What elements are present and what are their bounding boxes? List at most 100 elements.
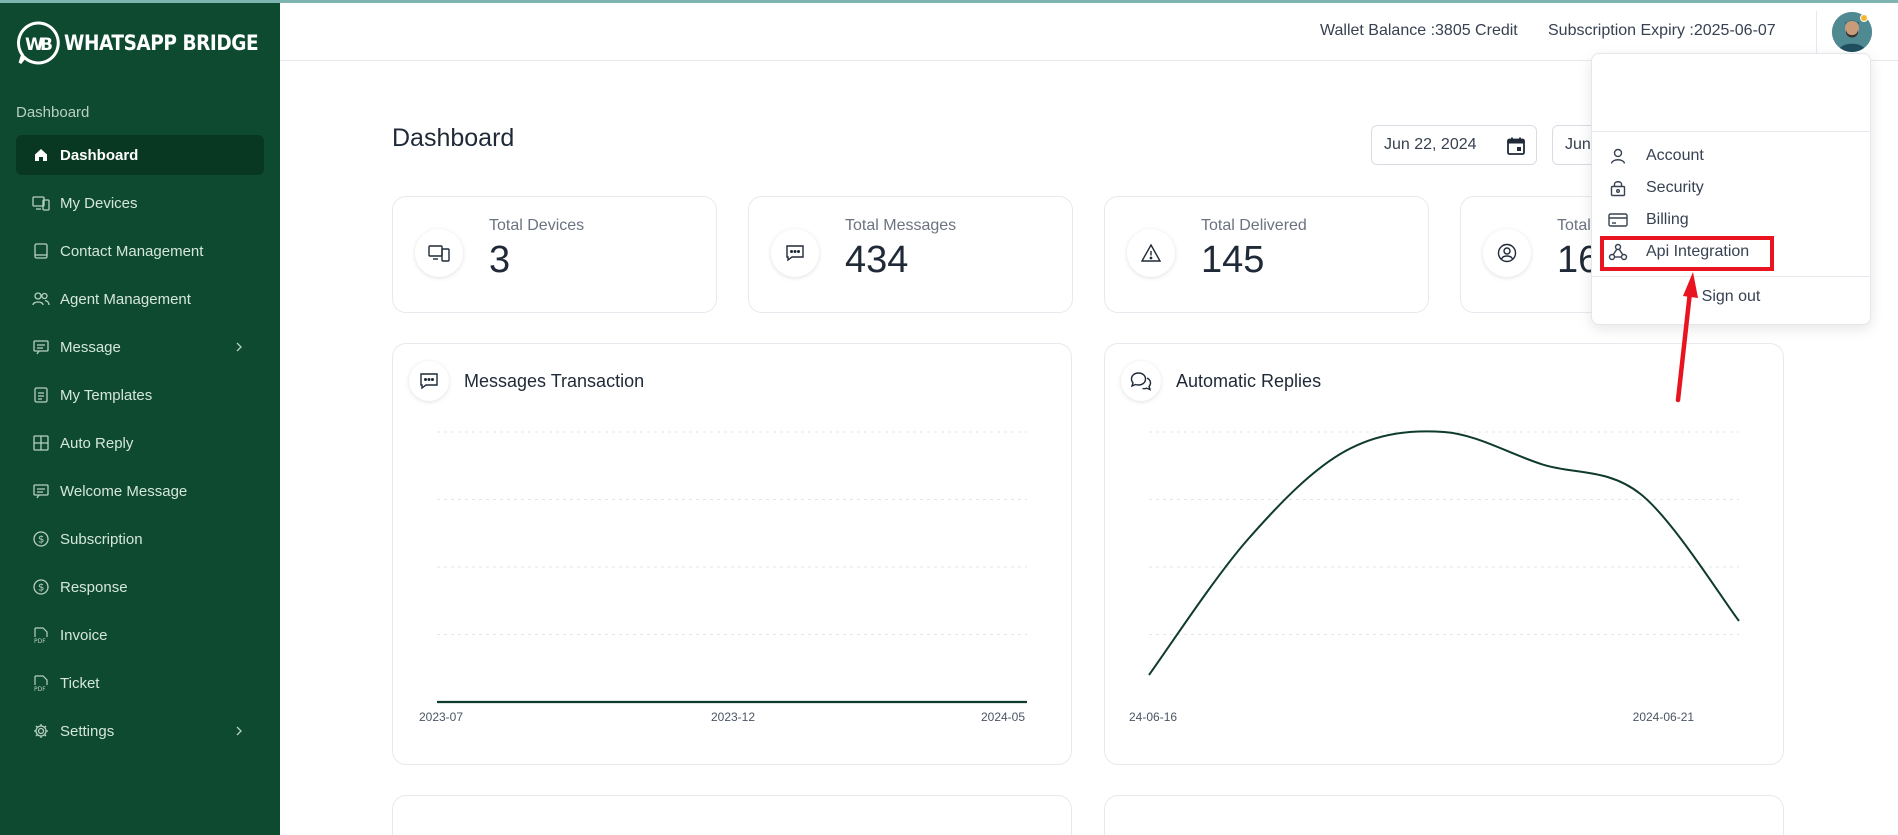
svg-text:$: $ <box>38 583 44 594</box>
chat-bubbles-icon <box>1121 361 1161 401</box>
sidebar-item-contact-management[interactable]: Contact Management <box>16 231 264 271</box>
header-divider <box>1816 11 1817 55</box>
bottom-card-right <box>1104 795 1784 835</box>
menu-item-label: Security <box>1646 179 1704 196</box>
brand-logo[interactable]: W B WHATSAPP BRIDGE <box>14 19 285 67</box>
message-icon <box>771 229 819 277</box>
sidebar-item-label: Agent Management <box>60 290 191 308</box>
menu-divider <box>1592 276 1870 277</box>
chart-x-tick-label: 2023-12 <box>711 710 755 724</box>
stat-label: Total <box>1557 217 1591 234</box>
chart-series-line <box>1148 430 1740 676</box>
stat-value: 145 <box>1201 239 1265 281</box>
page-title: Dashboard <box>392 124 515 152</box>
sidebar-item-invoice[interactable]: PDF Invoice <box>16 615 264 655</box>
user-circle-icon <box>1483 229 1531 277</box>
stat-label: Total Messages <box>845 217 957 234</box>
menu-item-label: Billing <box>1646 211 1689 228</box>
devices-icon <box>32 194 50 212</box>
calendar-icon[interactable] <box>1506 136 1526 156</box>
home-icon <box>32 146 50 164</box>
chart-x-tick-label: 2023-07 <box>419 710 463 724</box>
menu-divider <box>1592 131 1870 132</box>
stat-label: Total Devices <box>489 217 585 234</box>
template-icon <box>32 386 50 404</box>
pdf-icon: PDF <box>32 674 50 692</box>
message-icon <box>32 482 50 500</box>
subscription-expiry-value: 2025-06-07 <box>1693 22 1776 39</box>
svg-text:W: W <box>25 35 44 55</box>
stat-card-total-delivered: Total Delivered 145 <box>1104 196 1429 313</box>
sidebar-section-label: Dashboard <box>16 104 90 121</box>
sidebar-item-welcome-message[interactable]: Welcome Message <box>16 471 264 511</box>
devices-icon <box>415 229 463 277</box>
svg-text:PDF: PDF <box>34 638 46 644</box>
stat-value: 3 <box>489 239 511 281</box>
menu-item-account[interactable]: Account <box>1608 142 1848 170</box>
sidebar-item-label: Message <box>60 338 121 356</box>
stat-card-total-messages: Total Messages 434 <box>748 196 1073 313</box>
bottom-card-left <box>392 795 1072 835</box>
messages-transaction-chart: 2023-07 2023-12 2024-05 <box>419 431 1027 724</box>
subscription-expiry: Subscription Expiry :2025-06-07 <box>1548 22 1776 40</box>
chevron-right-icon <box>236 342 242 352</box>
sidebar-item-auto-reply[interactable]: Auto Reply <box>16 423 264 463</box>
sidebar-item-response[interactable]: $ Response <box>16 567 264 607</box>
sidebar-item-my-devices[interactable]: My Devices <box>16 183 264 223</box>
svg-text:$: $ <box>38 535 44 546</box>
sidebar-item-agent-management[interactable]: Agent Management <box>16 279 264 319</box>
lock-icon <box>1608 178 1628 198</box>
sidebar: W B WHATSAPP BRIDGE Dashboard Dashboard … <box>0 3 280 835</box>
brand-name: WHATSAPP BRIDGE <box>64 31 259 55</box>
brand-logo-icon: W B <box>17 21 60 65</box>
sidebar-item-label: My Templates <box>60 386 153 404</box>
gear-icon <box>32 722 50 740</box>
avatar-status-dot <box>1860 14 1868 22</box>
top-header: Wallet Balance :3805 Credit Subscription… <box>280 3 1898 61</box>
sidebar-item-label: Settings <box>60 722 115 740</box>
sidebar-item-label: Response <box>60 578 128 596</box>
svg-text:B: B <box>40 35 53 55</box>
user-menu-dropdown: Account Security Billing Api Integration… <box>1591 53 1871 325</box>
chevron-right-icon <box>236 726 242 736</box>
sign-out-button[interactable]: Sign out <box>1701 288 1761 305</box>
api-integration-highlight-box <box>1600 236 1774 271</box>
sidebar-item-dashboard[interactable]: Dashboard <box>16 135 264 175</box>
sidebar-item-message[interactable]: Message <box>16 327 264 367</box>
chart-x-tick-label: 24-06-16 <box>1129 710 1177 724</box>
user-icon <box>1608 146 1628 166</box>
dollar-circle-icon: $ <box>32 530 50 548</box>
date-from-value: Jun 22, 2024 <box>1384 136 1477 153</box>
sidebar-item-label: Contact Management <box>60 242 204 260</box>
chart-title: Automatic Replies <box>1176 371 1322 391</box>
sidebar-item-label: My Devices <box>60 194 138 212</box>
chart-card-automatic-replies: Automatic Replies 24-06-16 2024-06-21 <box>1104 343 1784 765</box>
menu-item-security[interactable]: Security <box>1608 174 1848 202</box>
sidebar-item-label: Welcome Message <box>60 482 188 500</box>
automatic-replies-chart: 24-06-16 2024-06-21 <box>1129 430 1740 724</box>
menu-item-billing[interactable]: Billing <box>1608 206 1848 234</box>
chart-x-tick-label: 2024-05 <box>981 710 1025 724</box>
menu-item-api-integration[interactable]: Api Integration <box>1608 238 1848 266</box>
stat-card-total-devices: Total Devices 3 <box>392 196 717 313</box>
subscription-expiry-label: Subscription Expiry : <box>1548 22 1694 39</box>
grid-icon <box>32 434 50 452</box>
credit-card-icon <box>1608 210 1628 230</box>
sidebar-item-subscription[interactable]: $ Subscription <box>16 519 264 559</box>
sidebar-item-my-templates[interactable]: My Templates <box>16 375 264 415</box>
chart-x-tick-label: 2024-06-21 <box>1633 710 1695 724</box>
sidebar-nav: Dashboard My Devices Contact Management … <box>16 135 264 759</box>
dollar-circle-icon: $ <box>32 578 50 596</box>
stat-label: Total Delivered <box>1201 217 1307 234</box>
webhook-icon <box>1608 242 1628 262</box>
chart-title: Messages Transaction <box>464 371 645 391</box>
sidebar-item-label: Ticket <box>60 674 100 692</box>
sidebar-item-label: Dashboard <box>60 146 139 164</box>
date-from-input[interactable]: Jun 22, 2024 <box>1371 125 1537 165</box>
wallet-balance: Wallet Balance :3805 Credit <box>1320 22 1518 40</box>
menu-item-label: Api Integration <box>1646 243 1750 260</box>
contact-book-icon <box>32 242 50 260</box>
wallet-balance-label: Wallet Balance : <box>1320 22 1436 39</box>
sidebar-item-settings[interactable]: Settings <box>16 711 264 751</box>
sidebar-item-ticket[interactable]: PDF Ticket <box>16 663 264 703</box>
